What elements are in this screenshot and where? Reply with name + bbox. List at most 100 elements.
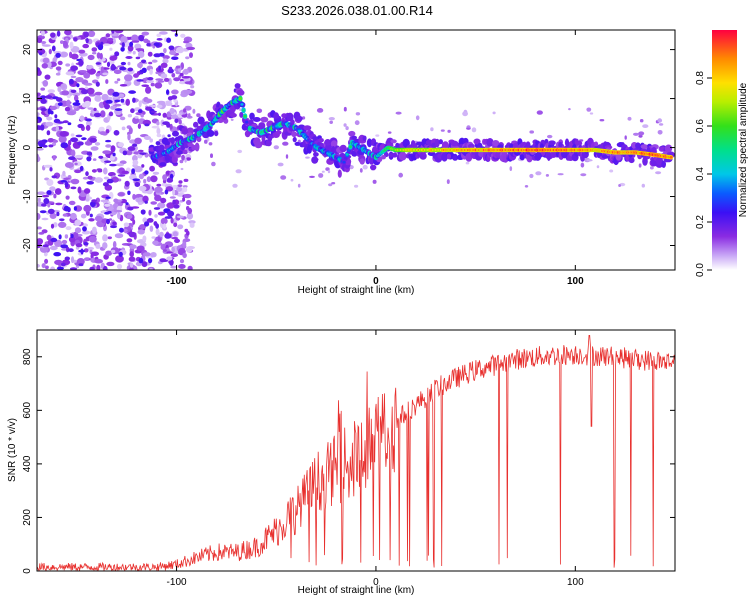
ridge-halo-cell [252,117,261,122]
noise-cell [38,143,44,148]
noise-cell [94,177,104,183]
noise-cell [37,238,44,245]
noise-cell [75,134,83,138]
noise-cell [183,186,188,193]
noise-cell [120,98,125,103]
noise-cell [183,193,192,199]
noise-cell [137,123,141,129]
noise-cell [179,112,183,116]
noise-cell [141,261,148,268]
noise-cell [110,225,117,229]
noise-cell [184,105,192,111]
noise-cell [156,183,162,187]
noise-cell [58,221,67,228]
noise-cell [82,226,87,232]
noise-cell [156,133,162,138]
noise-cell [70,186,77,190]
noise-cell [74,169,82,174]
noise-cell [45,121,54,127]
noise-cell [60,83,66,89]
noise-cell [189,222,195,228]
noise-cell [50,110,54,115]
noise-cell [465,161,470,165]
noise-cell [305,156,310,159]
noise-cell [56,266,64,270]
noise-cell [87,246,95,250]
noise-cell [94,95,102,102]
noise-cell [309,175,315,178]
noise-cell [98,126,105,132]
noise-cell [37,112,40,117]
noise-cell [282,141,289,146]
noise-cell [162,179,167,184]
noise-cell [85,124,91,131]
noise-cell [633,132,639,136]
noise-cell [90,251,99,257]
noise-cell [37,147,44,151]
noise-cell [184,81,193,85]
noise-cell [103,265,108,270]
noise-cell [65,63,71,67]
ridge-halo-cell [370,164,377,171]
y-tick-label: 600 [22,402,33,419]
noise-cell [162,58,169,64]
noise-cell [57,60,63,66]
noise-cell [135,48,145,51]
noise-cell [129,251,134,258]
noise-cell [105,139,112,143]
noise-cell [46,179,54,186]
colorbar-tick-label: 0.2 [695,215,706,229]
noise-cell [107,236,112,240]
noise-cell [101,93,109,101]
noise-cell [119,116,126,121]
noise-cell [134,182,141,187]
noise-cell [150,175,158,183]
noise-cell [163,77,170,82]
snr-y-axis-label: SNR (10 * v/v) [7,418,18,482]
noise-cell [639,119,644,123]
noise-cell [75,99,80,103]
noise-cell [50,266,56,270]
noise-cell [37,263,40,268]
noise-cell [62,213,68,217]
noise-cell [177,224,184,230]
noise-cell [166,122,171,128]
noise-cell [67,122,72,126]
noise-cell [140,209,146,215]
noise-cell [87,54,95,61]
noise-cell [145,86,152,94]
noise-cell [91,199,98,203]
noise-cell [121,42,125,48]
noise-cell [328,183,333,187]
noise-cell [316,108,324,113]
noise-cell [178,119,182,125]
noise-cell [57,86,62,93]
noise-cell [141,59,147,64]
noise-cell [166,202,175,209]
noise-cell [128,127,133,135]
noise-cell [89,266,95,270]
chart-title: S233.2026.038.01.00.R14 [281,3,433,18]
noise-cell [280,175,287,180]
noise-cell [328,117,335,121]
noise-cell [102,182,109,187]
noise-cell [138,257,144,264]
noise-cell [79,115,85,122]
noise-cell [70,75,77,79]
ridge-halo-cell [294,141,301,146]
ridge-core-cell [348,145,352,148]
noise-cell [41,263,46,269]
noise-cell [132,159,139,166]
noise-cell [100,41,104,45]
ridge-halo-cell [390,139,397,144]
noise-cell [171,56,179,60]
noise-cell [166,37,172,43]
noise-cell [88,235,97,243]
noise-cell [128,256,136,262]
noise-cell [125,56,133,59]
noise-cell [188,113,191,118]
noise-cell [196,113,201,118]
noise-cell [105,33,111,38]
noise-cell [142,252,151,257]
noise-cell [97,169,103,173]
